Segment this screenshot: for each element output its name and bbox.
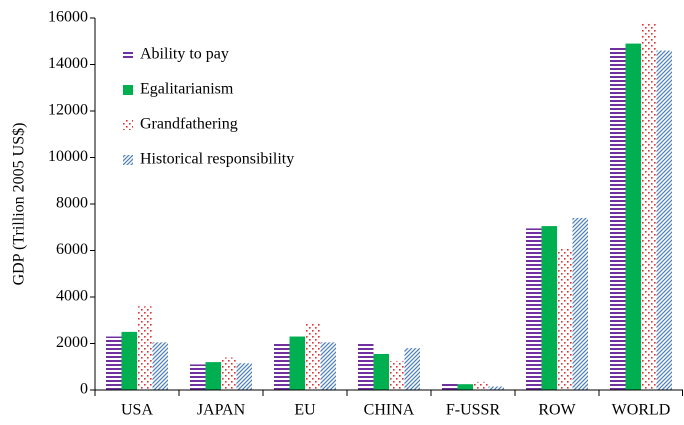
bar bbox=[305, 323, 321, 390]
legend-swatch bbox=[123, 85, 133, 95]
bar bbox=[221, 357, 237, 390]
bar bbox=[205, 362, 221, 390]
y-tick-label: 16000 bbox=[48, 9, 88, 26]
x-tick-label: ROW bbox=[538, 402, 576, 419]
y-tick-label: 2000 bbox=[56, 334, 88, 351]
legend-label: Ability to pay bbox=[140, 46, 229, 63]
y-axis-label: GDP (Trillion 2005 US$) bbox=[11, 123, 28, 286]
x-tick-label: WORLD bbox=[612, 402, 671, 419]
bar bbox=[358, 343, 374, 390]
bar bbox=[473, 381, 489, 390]
x-tick-label: CHINA bbox=[364, 402, 415, 419]
y-tick-label: 4000 bbox=[56, 288, 88, 305]
bar bbox=[236, 363, 252, 390]
legend-swatch bbox=[123, 120, 133, 130]
bar bbox=[625, 43, 641, 390]
y-tick-label: 6000 bbox=[56, 241, 88, 258]
legend-label: Historical responsibility bbox=[140, 151, 294, 168]
bar bbox=[610, 47, 626, 390]
y-tick-label: 12000 bbox=[48, 102, 88, 119]
x-tick-label: JAPAN bbox=[197, 402, 246, 419]
bar bbox=[457, 384, 473, 390]
legend-swatch bbox=[123, 50, 133, 60]
bar bbox=[488, 386, 504, 390]
x-tick-label: F-USSR bbox=[446, 402, 501, 419]
bar bbox=[274, 342, 290, 390]
bar bbox=[106, 336, 122, 390]
x-tick-label: USA bbox=[121, 402, 153, 419]
bar bbox=[152, 342, 168, 390]
x-tick-label: EU bbox=[294, 402, 316, 419]
bar bbox=[641, 22, 657, 391]
bar bbox=[442, 383, 458, 390]
y-tick-label: 0 bbox=[80, 381, 88, 398]
bar bbox=[557, 248, 573, 390]
bar bbox=[572, 217, 588, 390]
bar bbox=[190, 364, 206, 390]
y-tick-label: 14000 bbox=[48, 55, 88, 72]
legend-swatch bbox=[123, 155, 133, 165]
y-tick-label: 10000 bbox=[48, 148, 88, 165]
bar bbox=[404, 348, 420, 390]
bar bbox=[137, 306, 153, 390]
legend-label: Grandfathering bbox=[140, 116, 238, 133]
bar bbox=[656, 50, 672, 391]
bar bbox=[373, 353, 389, 390]
bar bbox=[526, 228, 542, 390]
legend-label: Egalitarianism bbox=[140, 81, 234, 98]
y-tick-label: 8000 bbox=[56, 195, 88, 212]
bar bbox=[121, 331, 137, 390]
bar bbox=[320, 342, 336, 390]
bar bbox=[389, 360, 405, 390]
bar bbox=[289, 336, 305, 390]
bar bbox=[541, 226, 557, 390]
